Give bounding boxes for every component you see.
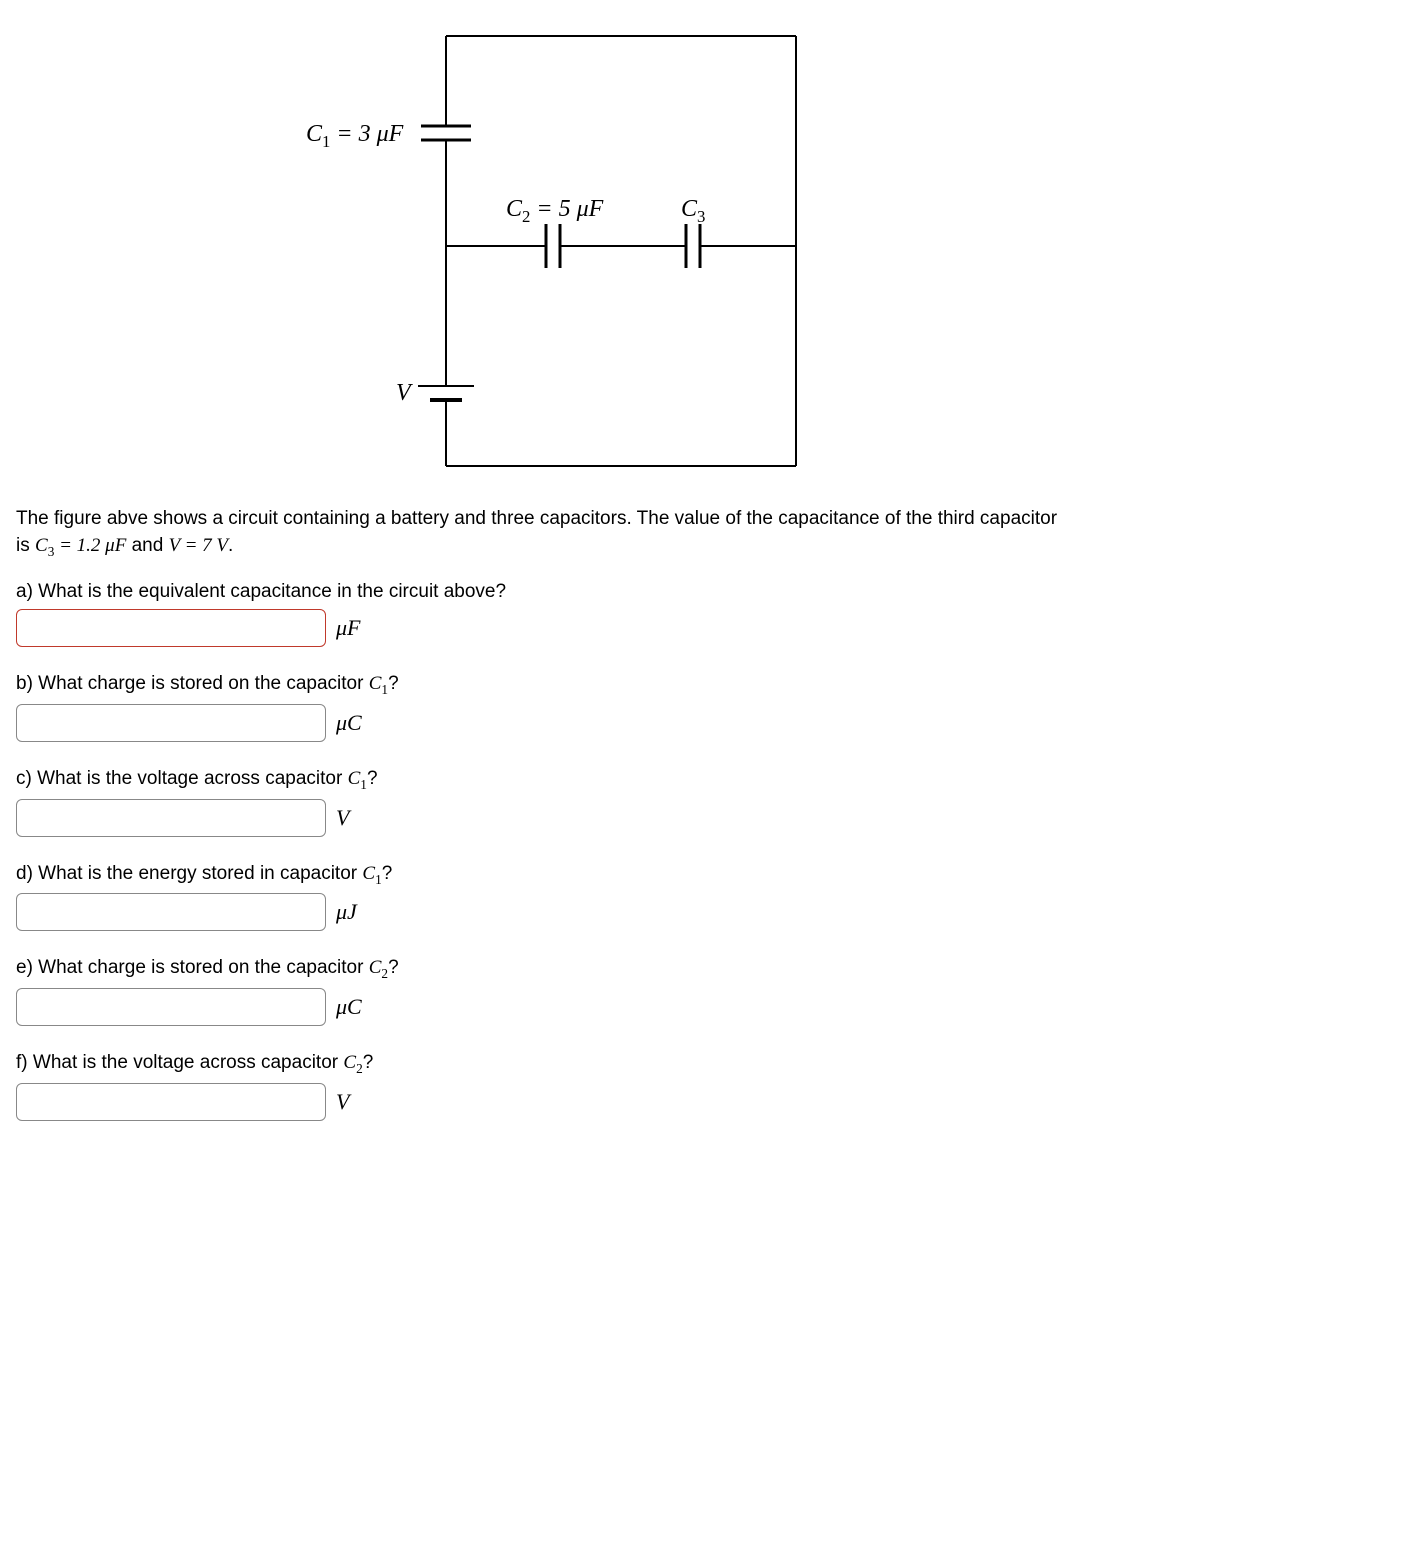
circuit-diagram: C1 = 3 μF C2 = 5 μF C3 V (16, 16, 1412, 486)
intro-text: The figure abve shows a circuit containi… (16, 506, 1412, 561)
question-c-label: c) What is the voltage across capacitor … (16, 768, 1412, 793)
svg-text:V: V (396, 380, 413, 406)
question-a-label: a) What is the equivalent capacitance in… (16, 581, 1412, 603)
answer-b-unit: μC (336, 710, 362, 736)
svg-text:C1 = 3 μF: C1 = 3 μF (306, 121, 404, 151)
question-a: a) What is the equivalent capacitance in… (16, 581, 1412, 647)
question-e-label: e) What charge is stored on the capacito… (16, 957, 1412, 982)
answer-e-unit: μC (336, 994, 362, 1020)
question-f: f) What is the voltage across capacitor … (16, 1052, 1412, 1121)
question-d: d) What is the energy stored in capacito… (16, 863, 1412, 932)
answer-d-unit: μJ (336, 899, 357, 925)
answer-e-input[interactable] (16, 988, 326, 1026)
question-f-label: f) What is the voltage across capacitor … (16, 1052, 1412, 1077)
answer-f-unit: V (336, 1089, 349, 1115)
answer-a-unit: μF (336, 615, 360, 641)
answer-d-input[interactable] (16, 893, 326, 931)
question-e: e) What charge is stored on the capacito… (16, 957, 1412, 1026)
answer-c-unit: V (336, 805, 349, 831)
svg-text:C3: C3 (681, 196, 705, 226)
question-b-label: b) What charge is stored on the capacito… (16, 673, 1412, 698)
answer-f-input[interactable] (16, 1083, 326, 1121)
question-c: c) What is the voltage across capacitor … (16, 768, 1412, 837)
answer-b-input[interactable] (16, 704, 326, 742)
svg-text:C2 = 5 μF: C2 = 5 μF (506, 196, 604, 226)
answer-a-input[interactable] (16, 609, 326, 647)
answer-c-input[interactable] (16, 799, 326, 837)
question-d-label: d) What is the energy stored in capacito… (16, 863, 1412, 888)
question-b: b) What charge is stored on the capacito… (16, 673, 1412, 742)
